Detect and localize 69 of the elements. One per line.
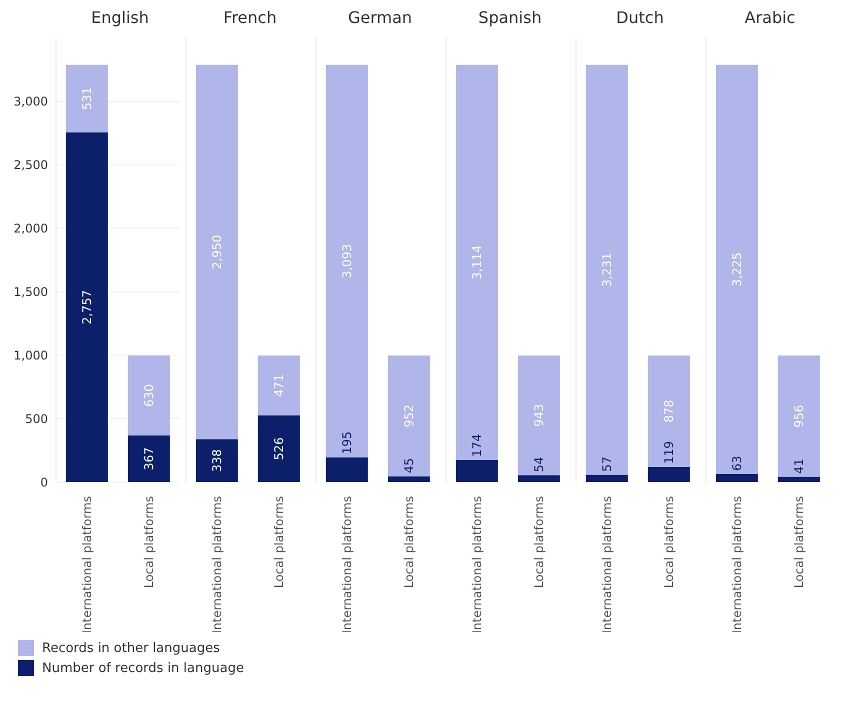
data-label: 956: [792, 404, 806, 428]
chart-title: French: [222, 8, 278, 29]
data-label: 3,225: [730, 252, 744, 287]
bar: [388, 356, 430, 476]
data-label: 526: [272, 437, 286, 460]
bar: [326, 457, 368, 482]
data-label: 367: [142, 447, 156, 470]
x-tick-label: Local platforms: [272, 496, 286, 588]
y-tick-label: 1,000: [14, 348, 48, 362]
bar: [456, 64, 498, 460]
data-label: 531: [80, 87, 94, 110]
data-label: 3,231: [600, 252, 614, 288]
data-label: 63: [730, 456, 744, 472]
data-label: 2,950: [210, 234, 224, 270]
bar: [196, 64, 238, 440]
data-label: 943: [532, 404, 546, 427]
bar: [716, 64, 758, 474]
x-tick-label: Local platforms: [792, 496, 806, 588]
bar: [258, 415, 300, 482]
y-tick-label: 2,500: [14, 158, 48, 172]
bar: [128, 435, 170, 482]
bar: [388, 476, 430, 482]
data-label: 195: [340, 431, 354, 454]
data-label: 174: [470, 434, 484, 457]
legend-label: Number of records in language: [42, 660, 244, 676]
y-tick-label: 3,000: [14, 94, 48, 109]
bar: [128, 356, 170, 436]
data-label: 119: [662, 441, 676, 464]
bar: [196, 439, 238, 482]
data-label: 54: [532, 456, 546, 472]
x-tick-label: Local platforms: [402, 496, 416, 588]
bar: [326, 64, 368, 458]
bar: [648, 356, 690, 467]
data-label: 3,093: [340, 244, 354, 278]
data-label: 630: [142, 384, 156, 407]
chart-title: English: [90, 8, 150, 29]
chart-title: Dutch: [615, 8, 665, 29]
data-label: 471: [272, 374, 286, 397]
data-label: 41: [792, 458, 806, 474]
data-label: 3,114: [470, 245, 484, 280]
x-tick-label: Local platforms: [662, 496, 676, 588]
y-tick-label: 0: [40, 475, 48, 490]
y-tick-label: 2,000: [14, 222, 48, 236]
data-label: 57: [600, 456, 614, 472]
bar: [586, 474, 628, 482]
y-tick-label: 1,500: [14, 284, 48, 299]
chart-title: Spanish: [477, 8, 543, 29]
bar: [586, 64, 628, 475]
legend-label: Records in other languages: [42, 640, 220, 656]
data-label: 2,757: [80, 290, 94, 324]
data-label: 45: [402, 458, 416, 474]
bar: [66, 64, 108, 132]
bar: [456, 460, 498, 482]
x-tick-label: Local platforms: [142, 496, 156, 588]
bar: [258, 356, 300, 416]
bar: [778, 356, 820, 477]
data-label: 338: [210, 449, 224, 472]
y-tick-label: 500: [25, 412, 48, 426]
bar: [66, 132, 108, 482]
bar: [778, 476, 820, 482]
bar: [518, 356, 560, 476]
bar: [648, 466, 690, 482]
bar: [716, 474, 758, 482]
data-label: 878: [662, 400, 676, 423]
data-label: 952: [402, 404, 416, 428]
bar: [518, 475, 560, 482]
x-tick-label: Local platforms: [532, 496, 546, 588]
chart-title: Arabic: [744, 8, 796, 29]
chart-title: German: [346, 8, 414, 29]
